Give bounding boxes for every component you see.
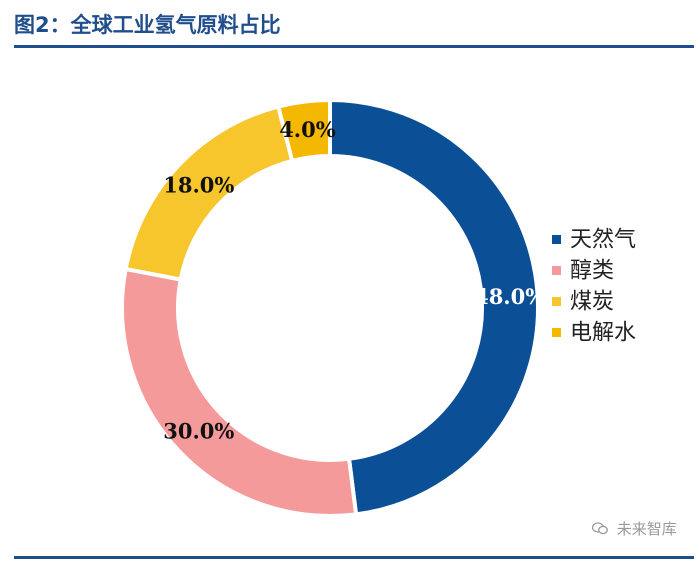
chart-title: 图2：全球工业氢气原料占比 <box>14 13 281 37</box>
slice-label-4: 4.0% <box>279 117 336 142</box>
slice-1 <box>328 97 540 517</box>
watermark-text: 未来智库 <box>616 520 677 538</box>
legend-label-1: 天然气 <box>570 228 636 253</box>
legend-label-4: 电解水 <box>570 321 636 346</box>
bottom-rule <box>14 556 694 559</box>
slice-label-2: 30.0% <box>163 419 234 444</box>
legend-swatch-2 <box>552 266 561 275</box>
legend-swatch-1 <box>552 235 561 244</box>
legend-swatch-4 <box>552 328 561 337</box>
slice-2 <box>120 266 359 518</box>
legend-label-3: 煤炭 <box>570 290 614 315</box>
slice-label-1: 48.0% <box>474 284 545 309</box>
slice-label-3: 18.0% <box>163 172 234 197</box>
watermark: 未来智库 <box>591 518 677 539</box>
slice-labels-group: 48.0% 30.0% 18.0% 4.0% <box>163 117 545 444</box>
wechat-icon <box>591 520 613 538</box>
legend-label-2: 醇类 <box>570 259 614 284</box>
slice-4 <box>275 97 332 164</box>
slices-group <box>120 97 540 518</box>
legend-swatch-3 <box>552 297 561 306</box>
title-rule <box>14 45 694 48</box>
